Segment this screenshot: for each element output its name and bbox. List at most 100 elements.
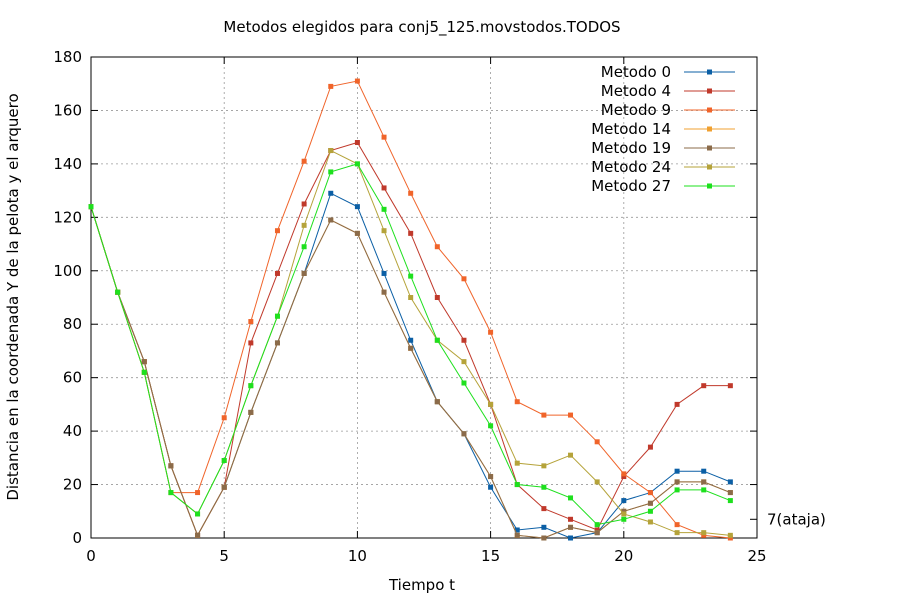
legend-swatch-marker (707, 88, 712, 94)
x-axis-label: Tiempo t (388, 576, 455, 594)
legend-swatch-marker (707, 107, 712, 113)
data-point (488, 474, 494, 480)
data-point (568, 535, 574, 541)
data-point (274, 340, 280, 346)
data-point (328, 148, 334, 154)
y-tick-label: 80 (63, 315, 82, 333)
series-5 (88, 148, 733, 538)
data-point (274, 270, 280, 276)
data-point (514, 399, 520, 405)
data-point (541, 524, 547, 530)
data-point (541, 484, 547, 490)
y-tick-label: 160 (53, 101, 82, 119)
data-point (328, 83, 334, 89)
series-0 (88, 190, 733, 541)
legend-label: Metodo 0 (601, 63, 671, 81)
data-point (727, 490, 733, 496)
data-point (381, 228, 387, 234)
series-line (90, 206, 731, 539)
data-point (354, 78, 360, 84)
data-point (408, 273, 414, 279)
data-point (328, 217, 334, 223)
legend-label: Metodo 14 (591, 120, 671, 138)
data-point (408, 295, 414, 300)
y-tick-label: 0 (72, 529, 82, 547)
x-tick-label: 10 (348, 547, 367, 565)
data-point (568, 452, 574, 458)
data-point (647, 490, 653, 496)
data-point (621, 474, 627, 480)
data-point (434, 337, 440, 343)
data-point (354, 230, 360, 236)
data-point (248, 340, 254, 346)
data-point (461, 431, 467, 437)
data-point (461, 276, 467, 282)
y-tick-label: 120 (53, 208, 82, 226)
data-point (647, 508, 653, 514)
legend-label: Metodo 27 (591, 177, 671, 195)
data-point (381, 206, 387, 212)
data-point (328, 190, 334, 196)
data-point (301, 270, 307, 276)
legend-swatch-marker (707, 69, 712, 75)
data-point (541, 506, 547, 512)
y-tick-label: 40 (63, 422, 82, 440)
data-point (701, 530, 707, 536)
data-point (408, 190, 414, 196)
data-point (621, 511, 627, 517)
x-tick-label: 20 (614, 547, 633, 565)
legend-entry: Metodo 9 (601, 101, 735, 119)
data-point (381, 270, 387, 276)
data-point (221, 484, 227, 490)
data-point (541, 412, 547, 418)
data-point (195, 532, 201, 538)
axis-ticks: 0 20 40 60 80 100 120 140 160 180 0 5 10 15 20 25 (53, 48, 766, 565)
data-point (221, 458, 227, 464)
data-point (594, 522, 600, 528)
data-point (381, 134, 387, 140)
y-tick-label: 20 (63, 476, 82, 494)
data-point (621, 508, 627, 514)
y-tick-label: 60 (63, 369, 82, 387)
data-point (488, 329, 494, 335)
data-point (461, 380, 467, 386)
data-point (514, 460, 520, 466)
data-point (727, 383, 733, 389)
series-6 (88, 161, 733, 528)
data-point (301, 201, 307, 207)
data-point (701, 487, 707, 493)
data-point (514, 527, 520, 533)
legend-label: Metodo 9 (601, 101, 671, 119)
data-point (621, 516, 627, 522)
legend-entry: Metodo 19 (591, 139, 735, 157)
series-line (90, 149, 731, 536)
legend-entry: Metodo 27 (591, 177, 735, 195)
data-point (328, 169, 334, 175)
data-point (568, 412, 574, 418)
data-point (408, 230, 414, 236)
annotation-label: 7(ataja) (767, 510, 826, 528)
data-point (701, 532, 707, 538)
legend-label: Metodo 19 (591, 139, 671, 157)
series-line (90, 206, 731, 539)
data-point (195, 511, 201, 517)
y-tick-label: 100 (53, 262, 82, 280)
data-point (301, 158, 307, 164)
data-point (647, 500, 653, 506)
x-tick-label: 0 (86, 547, 96, 565)
data-point (408, 345, 414, 351)
legend-entry: Metodo 24 (591, 158, 735, 176)
legend-entry: Metodo 4 (601, 82, 735, 100)
plot-frame (90, 56, 758, 539)
data-point (301, 244, 307, 250)
legend-swatch-marker (707, 126, 712, 132)
series-4 (88, 204, 733, 541)
data-point (674, 479, 680, 485)
legend-swatch-marker (707, 183, 712, 189)
data-point (461, 359, 467, 365)
data-point (488, 423, 494, 429)
data-point (674, 530, 680, 536)
data-point (541, 463, 547, 469)
